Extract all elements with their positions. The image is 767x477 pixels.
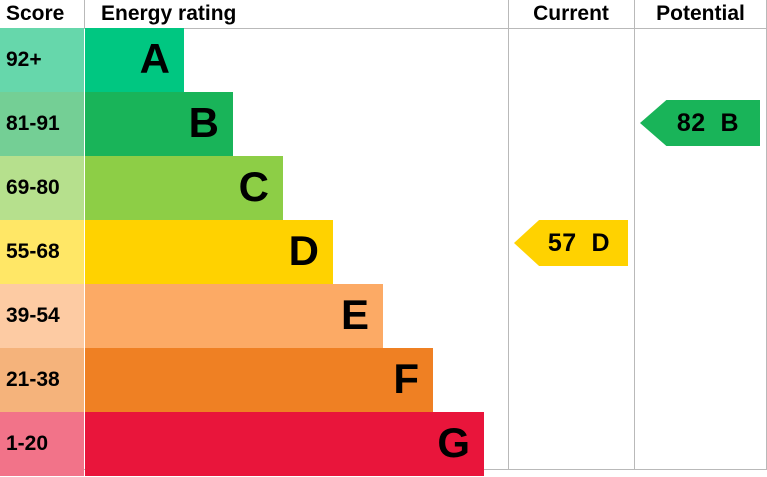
score-cell: 81-91 [0, 92, 84, 156]
band-letter: C [238, 163, 269, 210]
column-header-score: Score [6, 2, 65, 25]
band-bar-e: E [85, 284, 383, 348]
current-rating-label: 57 D [547, 228, 611, 257]
column-header-energy-rating: Energy rating [101, 2, 237, 25]
band-bar-b: B [85, 92, 233, 156]
score-cell: 92+ [0, 28, 84, 92]
score-cell: 1-20 [0, 412, 84, 476]
band-letter: D [288, 227, 319, 274]
score-cell: 69-80 [0, 156, 84, 220]
current-rating-arrow: 57 D [514, 220, 628, 266]
potential-column-divider [634, 0, 635, 469]
score-cell: 21-38 [0, 348, 84, 412]
band-letter: F [393, 355, 419, 402]
column-header-current: Current [533, 2, 609, 25]
band-bar-c: C [85, 156, 283, 220]
score-cell: 55-68 [0, 220, 84, 284]
band-letter: B [188, 99, 219, 146]
band-letter: G [437, 419, 470, 466]
band-bar-a: A [85, 28, 184, 92]
potential-rating-arrow: 82 B [640, 100, 760, 146]
current-column-divider [508, 0, 509, 469]
column-header-potential: Potential [656, 2, 745, 25]
band-bar-d: D [85, 220, 333, 284]
score-cell: 39-54 [0, 284, 84, 348]
header-divider [0, 28, 767, 29]
band-letter: E [340, 291, 369, 338]
band-bar-f: F [85, 348, 433, 412]
band-letter: A [139, 35, 170, 82]
band-bar-g: G [85, 412, 484, 476]
potential-rating-label: 82 B [676, 108, 740, 137]
score-column-divider [84, 0, 85, 28]
